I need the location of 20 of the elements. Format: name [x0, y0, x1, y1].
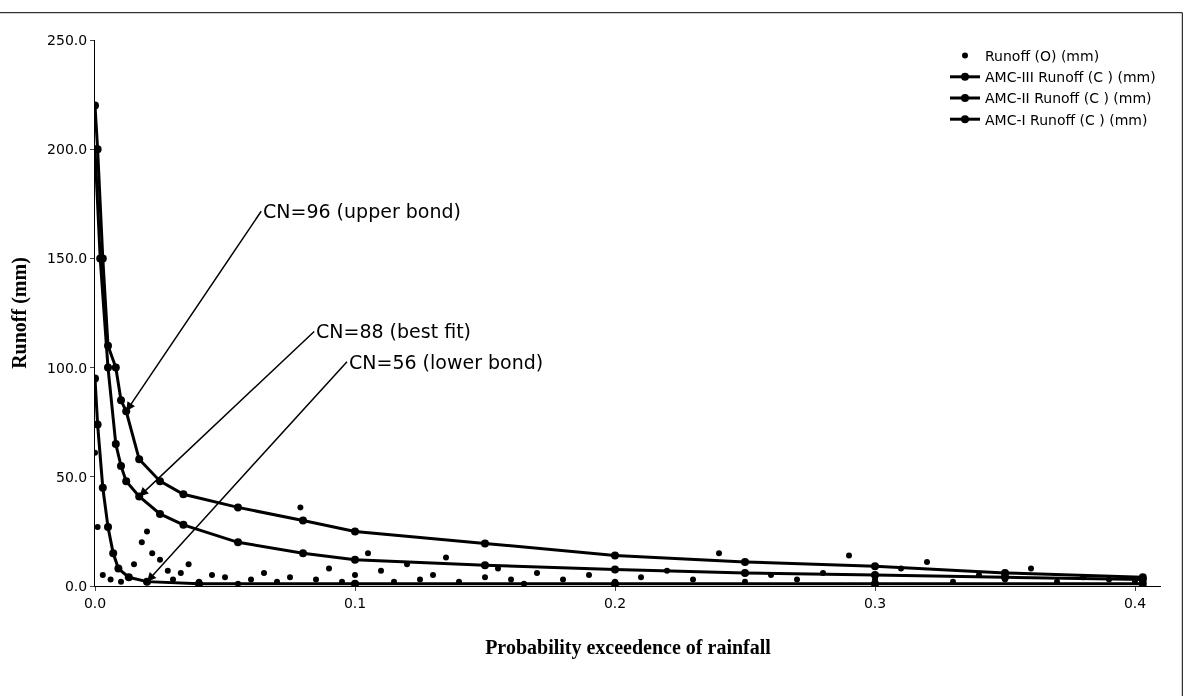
x-tick-label: 0.3 [863, 594, 887, 611]
x-tick-label: 0.4 [1123, 594, 1147, 611]
y-tick-label: 50.0 [56, 468, 88, 485]
legend-label: AMC-I Runoff (C ) (mm) [985, 111, 1148, 128]
y-tick-label: 200.0 [47, 141, 88, 158]
legend-label: AMC-III Runoff (C ) (mm) [985, 69, 1156, 86]
y-tick-label: 0.0 [64, 577, 88, 594]
x-tick-label: 0.2 [603, 594, 627, 611]
annotation: CN=88 (best fit) [316, 320, 471, 342]
y-tick-label: 250.0 [47, 31, 88, 48]
y-axis-title: Runoff (mm) [7, 257, 31, 369]
annotation: CN=96 (upper bond) [263, 200, 461, 222]
x-axis-title: Probability exceedence of rainfall [485, 636, 772, 660]
annotation: CN=56 (lower bond) [349, 351, 544, 373]
legend-label: AMC-II Runoff (C ) (mm) [985, 90, 1152, 107]
legend-label: Runoff (O) (mm) [985, 48, 1100, 65]
x-tick-label: 0.1 [343, 594, 367, 611]
y-tick-label: 100.0 [47, 359, 88, 376]
x-tick-label: 0.0 [83, 594, 107, 611]
y-tick-label: 150.0 [47, 250, 88, 267]
